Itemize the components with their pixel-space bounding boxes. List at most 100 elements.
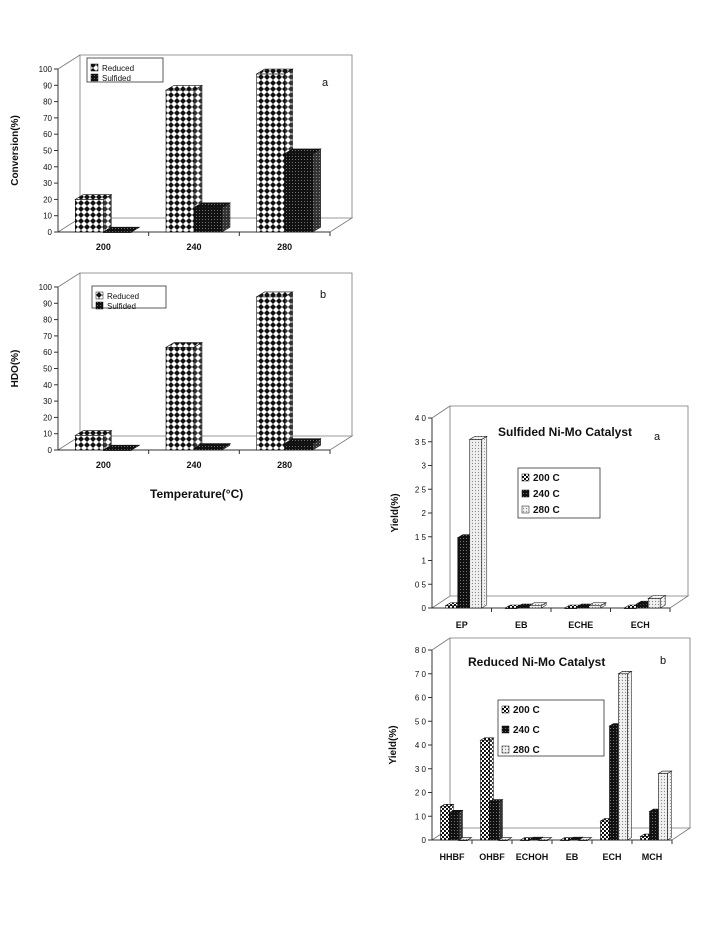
legend-swatch (501, 705, 510, 714)
y-tick-label: 5 0 (415, 717, 427, 726)
x-tick-label: EB (566, 852, 579, 862)
y-axis-label: Yield(%) (388, 725, 399, 764)
x-tick-label: 280 (277, 242, 292, 252)
y-tick-label: 1 0 (415, 812, 427, 821)
legend-box (517, 467, 601, 519)
y-tick-label: 70 (43, 332, 52, 341)
chart-title: Reduced Ni-Mo Catalyst (468, 655, 605, 669)
y-tick-label: 90 (43, 81, 52, 90)
x-tick-label: 200 (96, 242, 111, 252)
legend-swatch (501, 725, 510, 734)
y-tick-label: 80 (43, 316, 52, 325)
legend-label: Sulfided (102, 74, 131, 83)
panel-label: b (320, 289, 326, 301)
x-tick-label: ECH (602, 852, 621, 862)
y-tick-label: 60 (43, 130, 52, 139)
legend-swatch (521, 473, 530, 482)
y-tick-label: 6 0 (415, 694, 427, 703)
y-tick-label: 50 (43, 147, 52, 156)
y-tick-label: 2 (422, 509, 427, 518)
back-wall (449, 405, 689, 596)
legend-swatch (90, 63, 99, 72)
conversion-chart: 0 10 20 30 40 50 60 70 80 90 100 Conversion(%) 200 24… (10, 54, 354, 252)
y-tick-label: 3 (422, 462, 427, 471)
y-tick-label: 10 (43, 430, 52, 439)
bar-280-Reduced (255, 291, 294, 451)
legend-swatch (95, 291, 104, 300)
sulfided-yield-chart: 0 0 5 1 1 5 2 2 5 3 3 5 4 0 Yield(%) EP EB ECHE ECH 20… (390, 405, 690, 630)
legend-swatch (95, 301, 104, 310)
legend-swatch (521, 489, 530, 498)
y-tick-label: 8 0 (415, 646, 427, 655)
bar-200-Sulfided (102, 226, 141, 233)
y-tick-label: 70 (43, 114, 52, 123)
bar-EP-280-C (468, 435, 488, 609)
x-tick-label: EB (515, 620, 528, 630)
legend-label: 240 C (513, 725, 540, 736)
y-tick-label: 50 (43, 365, 52, 374)
y-tick-label: 0 5 (415, 580, 427, 589)
legend-label: 280 C (513, 745, 540, 756)
y-tick-label: 7 0 (415, 670, 427, 679)
bar-EB-280-C (577, 837, 593, 841)
y-tick-label: 1 5 (415, 533, 427, 542)
back-wall (79, 54, 353, 218)
y-tick-label: 40 (43, 163, 52, 172)
legend-box (86, 57, 164, 83)
y-axis-top (431, 405, 451, 419)
bar-HHBF-280-C (457, 837, 473, 841)
legend-label: 200 C (533, 473, 560, 484)
y-tick-label: 90 (43, 299, 52, 308)
x-tick-label: EP (456, 620, 468, 630)
legend-label: 200 C (513, 705, 540, 716)
bar-200-Sulfided (102, 444, 141, 451)
y-tick-label: 20 (43, 413, 52, 422)
y-axis-top (57, 272, 81, 288)
bar-MCH-280-C (657, 770, 673, 841)
y-tick-label: 0 (422, 604, 427, 613)
y-tick-label: 40 (43, 381, 52, 390)
y-tick-label: 20 (43, 195, 52, 204)
legend-box (497, 699, 605, 757)
panel-label: a (654, 431, 661, 443)
hdo-chart: 0 10 20 30 40 50 60 70 80 90 100 HDO(%) 200 240 280 Red… (10, 272, 354, 470)
panel-label: a (322, 77, 329, 89)
x-tick-label: MCH (642, 852, 663, 862)
bar-280-Reduced (255, 68, 294, 233)
bar-200-Reduced (74, 430, 113, 451)
x-tick-label: HHBF (440, 852, 465, 862)
bar-ECH-280-C (647, 594, 667, 609)
y-tick-label: 1 (422, 557, 427, 566)
bar-ECH-280-C (617, 670, 633, 841)
y-tick-label: 2 5 (415, 485, 427, 494)
x-tick-label: ECHE (568, 620, 593, 630)
y-tick-label: 30 (43, 397, 52, 406)
reduced-yield-chart: 0 1 0 2 0 3 0 4 0 5 0 6 0 7 0 8 0 Yield(%) HHBF OHB… (388, 637, 692, 862)
bar-280-Sulfided (283, 148, 322, 233)
x-tick-label: 240 (186, 242, 201, 252)
y-tick-label: 0 (422, 836, 427, 845)
panel-label: b (660, 655, 666, 667)
y-axis-label: Conversion(%) (10, 115, 21, 186)
chart-title: Sulfided Ni-Mo Catalyst (498, 425, 632, 439)
x-tick-label: ECH (631, 620, 650, 630)
y-tick-label: 3 5 (415, 438, 427, 447)
bar-240-Sulfided (192, 443, 232, 451)
bar-ECHOH-280-C (537, 837, 553, 841)
bar-OHBF-240-C (488, 799, 504, 841)
y-tick-label: 2 0 (415, 789, 427, 798)
legend-label: Reduced (102, 64, 134, 73)
y-tick-label: 3 0 (415, 765, 427, 774)
bar-HHBF-240-C (448, 809, 464, 841)
bar-EB-280-C (528, 602, 548, 609)
y-tick-label: 80 (43, 98, 52, 107)
temperature-axis-title: Temperature(°C) (150, 487, 244, 501)
bar-240-Sulfided (192, 202, 232, 233)
y-axis-top (57, 54, 81, 70)
y-tick-label: 4 0 (415, 741, 427, 750)
legend-label: 280 C (533, 505, 560, 516)
x-tick-label: 240 (186, 460, 201, 470)
bar-OHBF-280-C (497, 837, 513, 841)
